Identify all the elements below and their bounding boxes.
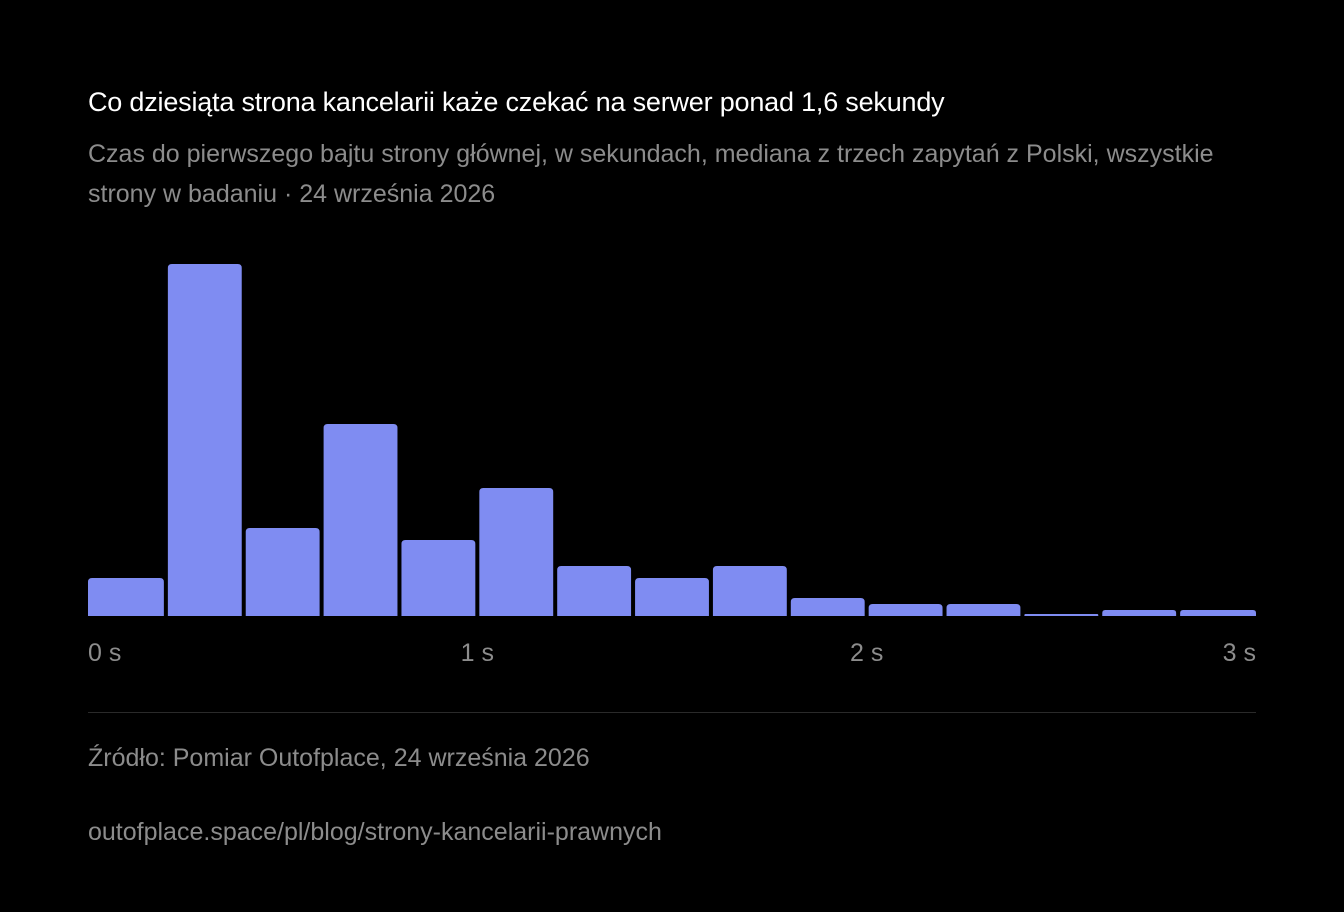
chart-subtitle: Czas do pierwszego bajtu strony głównej,…	[88, 140, 1214, 208]
histogram-bar	[245, 528, 320, 616]
histogram-bar	[479, 488, 554, 616]
histogram-bar	[1024, 614, 1099, 616]
histogram-bar	[790, 598, 865, 616]
histogram-chart: 0 s 1 s 2 s 3 s	[88, 264, 1256, 667]
histogram-bar	[712, 566, 787, 616]
histogram-bar	[557, 566, 632, 616]
histogram-bars	[88, 264, 1256, 616]
footer-divider	[88, 712, 1256, 713]
histogram-bar	[167, 264, 242, 616]
x-axis-ticks: 0 s 1 s 2 s 3 s	[88, 639, 1256, 667]
histogram-bar	[88, 578, 164, 616]
histogram-bar	[868, 604, 943, 616]
histogram-bar	[401, 540, 476, 616]
source-note: Źródło: Pomiar Outofplace, 24 września 2…	[88, 744, 590, 772]
histogram-bar	[635, 578, 709, 616]
source-url: outofplace.space/pl/blog/strony-kancelar…	[88, 818, 662, 846]
x-tick-label: 3 s	[1223, 639, 1256, 667]
x-tick-label: 1 s	[461, 639, 494, 667]
x-tick-label: 2 s	[850, 639, 883, 667]
x-tick-label: 0 s	[88, 639, 121, 667]
histogram-bar	[946, 604, 1021, 616]
chart-title: Co dziesiąta strona kancelarii każe czek…	[88, 87, 945, 117]
histogram-bar	[1180, 610, 1256, 616]
histogram-bar	[323, 424, 398, 616]
histogram-bar	[1102, 610, 1177, 616]
